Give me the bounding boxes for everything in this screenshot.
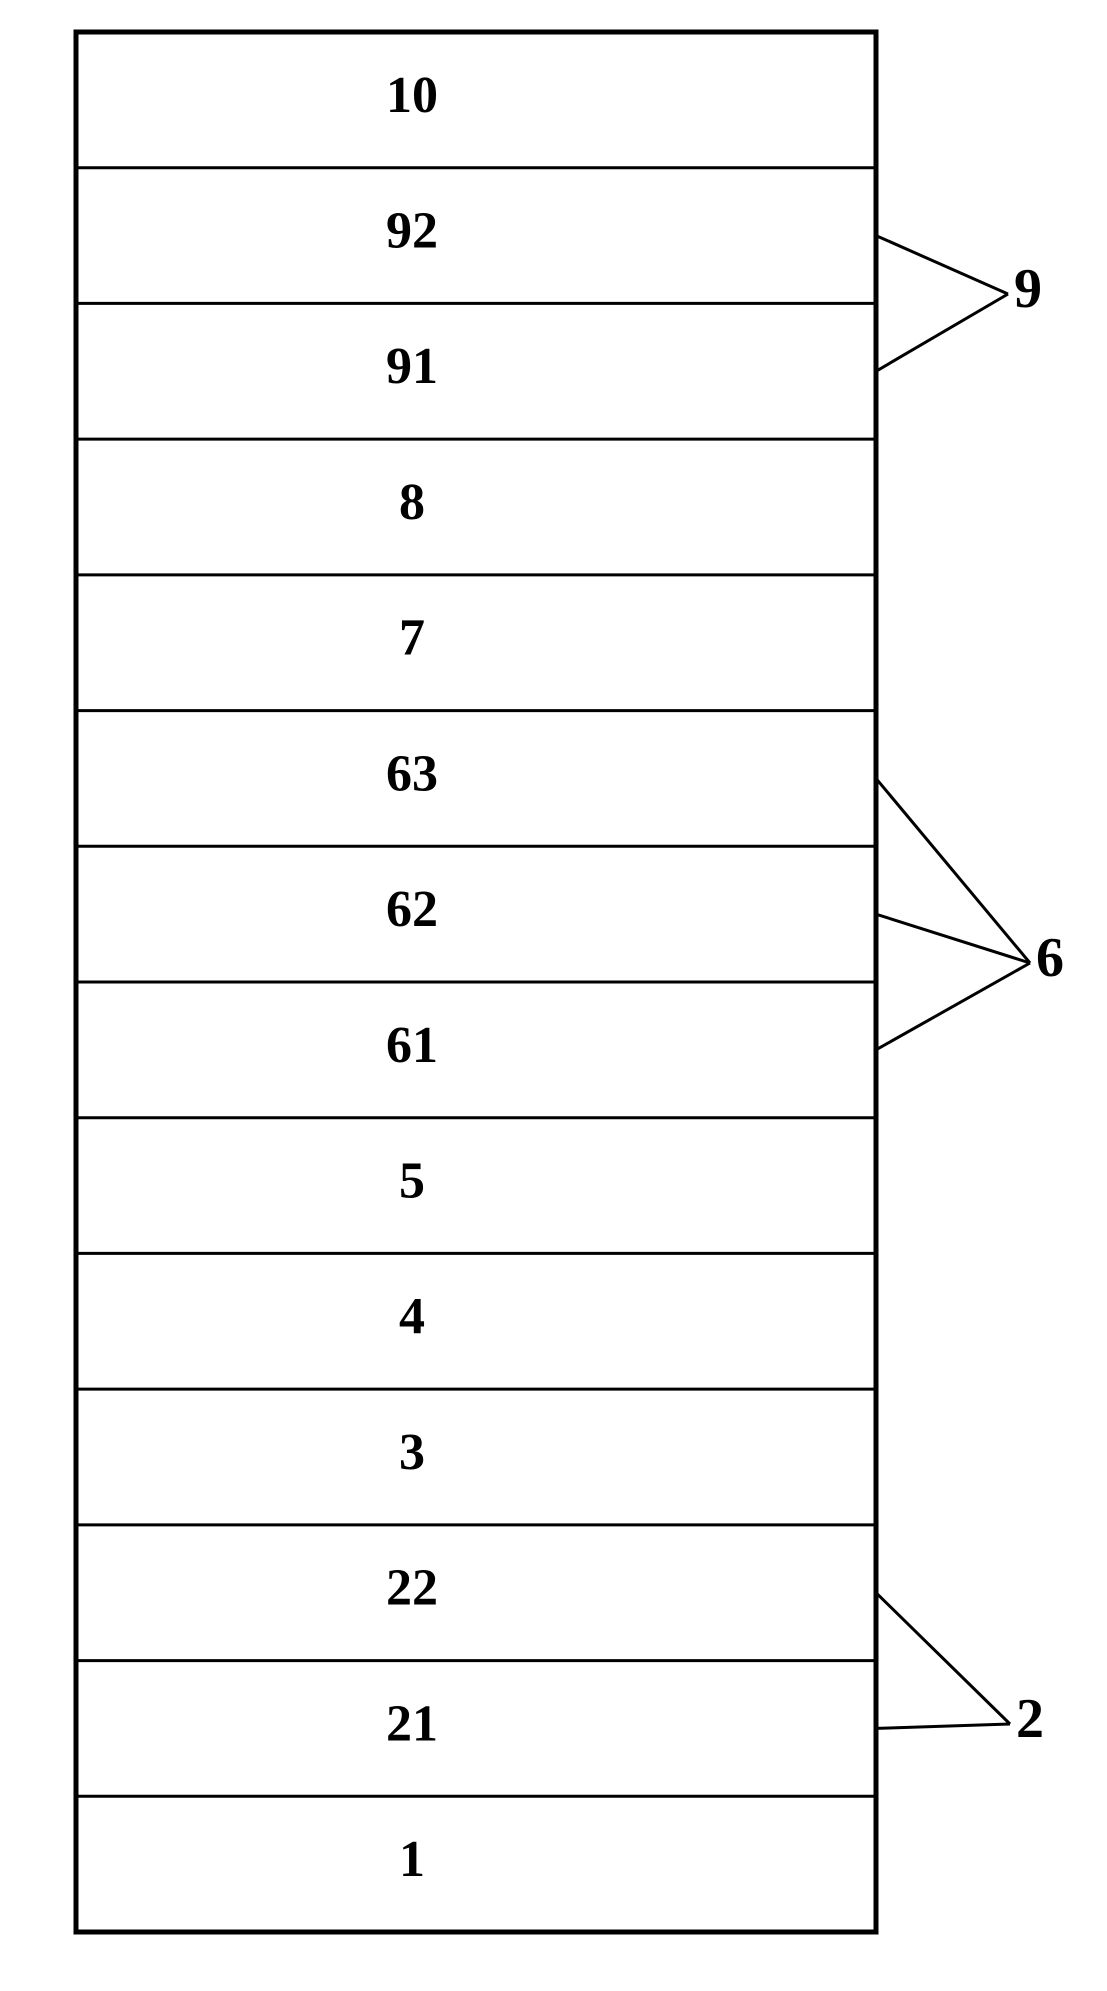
row-label: 10	[386, 67, 438, 124]
row-label: 63	[386, 745, 438, 802]
callout-lead	[876, 914, 1030, 963]
row-label: 8	[399, 474, 425, 531]
callout-label: 2	[1016, 1688, 1044, 1750]
row-label: 91	[386, 338, 438, 395]
row-label: 62	[386, 881, 438, 938]
row-label: 4	[399, 1288, 425, 1345]
callout-label: 6	[1036, 927, 1064, 989]
row-label: 7	[399, 610, 425, 667]
callout-lead	[876, 1724, 1010, 1728]
row-label: 22	[386, 1560, 438, 1617]
diagram-stage: 1092918763626154322211962	[0, 0, 1107, 1991]
callout-lead	[876, 963, 1030, 1050]
row-label: 5	[399, 1153, 425, 1210]
callout-lead	[876, 294, 1008, 371]
callout-lead	[876, 236, 1008, 294]
callout-lead	[876, 778, 1030, 963]
diagram-svg: 1092918763626154322211962	[0, 0, 1107, 1986]
row-label: 61	[386, 1017, 438, 1074]
row-label: 3	[399, 1424, 425, 1481]
row-label: 1	[399, 1831, 425, 1888]
callout-label: 9	[1014, 258, 1042, 320]
row-label: 21	[386, 1695, 438, 1752]
row-label: 92	[386, 203, 438, 260]
callout-lead	[876, 1593, 1010, 1724]
